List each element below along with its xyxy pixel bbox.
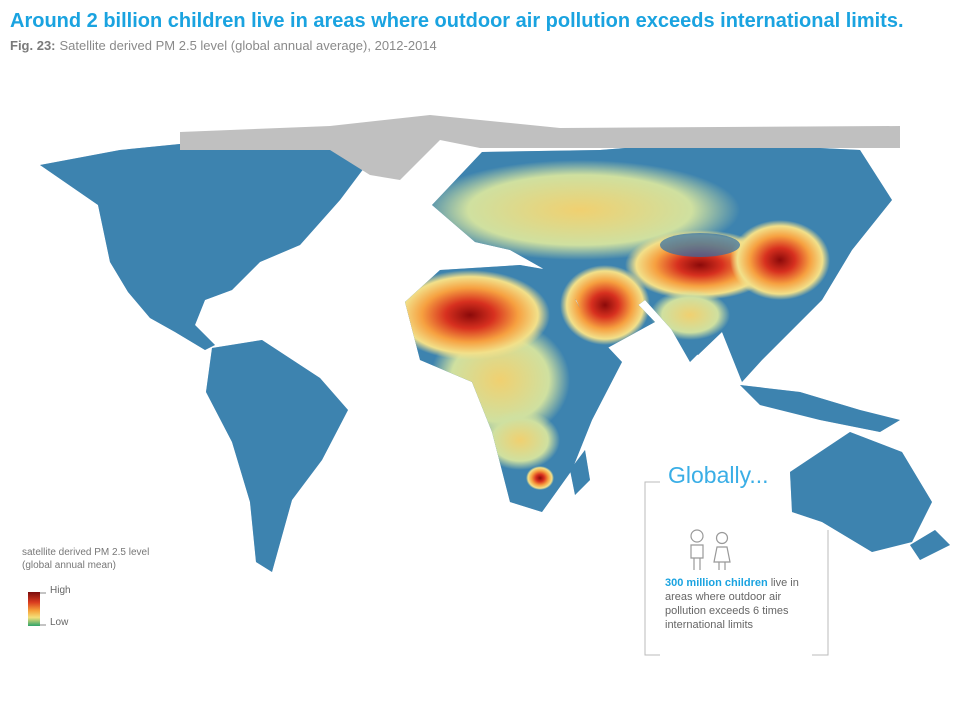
callout-heading: Globally... xyxy=(668,462,769,488)
no-data-arctic xyxy=(180,115,900,180)
legend-title-line: satellite derived PM 2.5 level xyxy=(22,547,150,558)
callout-text: 300 million children live in areas where … xyxy=(665,576,815,632)
subtitle: Fig. 23: Satellite derived PM 2.5 level (… xyxy=(10,38,437,53)
callout-frame xyxy=(644,481,829,656)
legend-color-bar xyxy=(28,592,40,626)
legend-title-line: (global annual mean) xyxy=(22,560,116,571)
title: Around 2 billion children live in areas … xyxy=(10,10,904,32)
legend-title: satellite derived PM 2.5 level (global a… xyxy=(22,546,149,572)
legend-high: High xyxy=(50,585,71,596)
callout-highlight: 300 million children xyxy=(665,577,768,589)
children-icon xyxy=(690,529,731,570)
subtitle-text: Satellite derived PM 2.5 level (global a… xyxy=(59,38,437,53)
callout-body: live in areas where outdoor air pollutio… xyxy=(665,577,799,631)
land xyxy=(40,140,950,572)
figure-label: Fig. 23: xyxy=(10,38,56,53)
legend-low: Low xyxy=(50,617,69,628)
